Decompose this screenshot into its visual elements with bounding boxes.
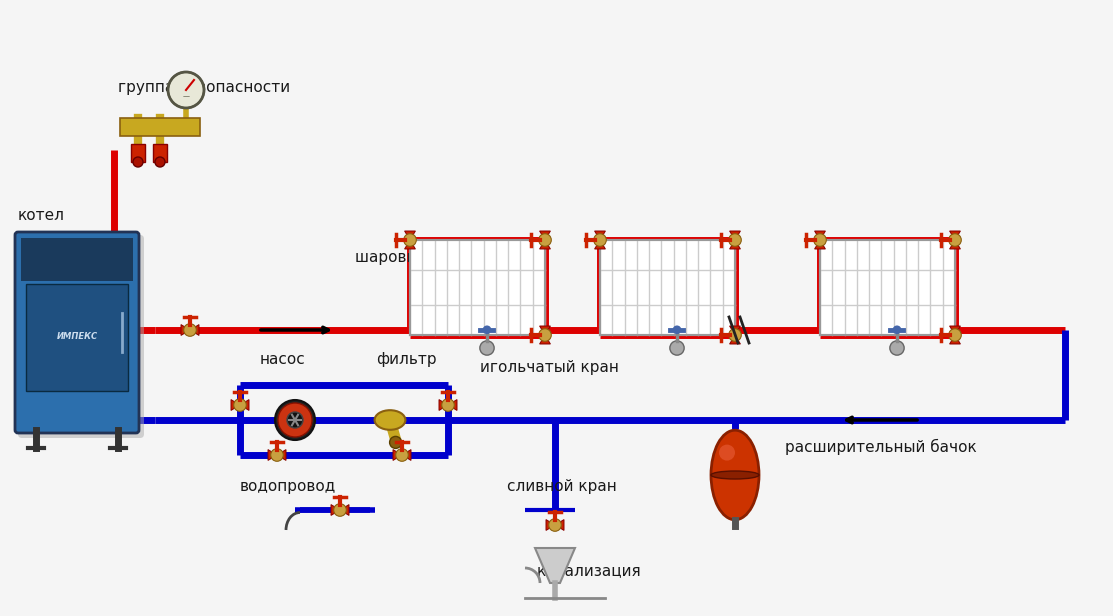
Circle shape bbox=[334, 504, 346, 516]
Circle shape bbox=[539, 329, 551, 341]
Polygon shape bbox=[594, 240, 605, 249]
Polygon shape bbox=[815, 240, 826, 249]
Circle shape bbox=[483, 326, 491, 333]
Bar bbox=[410, 240, 545, 335]
Circle shape bbox=[270, 448, 284, 461]
Polygon shape bbox=[405, 240, 415, 249]
Polygon shape bbox=[268, 450, 277, 460]
Circle shape bbox=[278, 403, 312, 437]
Circle shape bbox=[442, 399, 454, 411]
Bar bbox=[820, 240, 955, 335]
Text: группа безопасности: группа безопасности bbox=[118, 79, 290, 95]
Bar bbox=[120, 118, 200, 136]
Text: расширительный бачок: расширительный бачок bbox=[785, 439, 977, 455]
Polygon shape bbox=[181, 325, 190, 335]
Bar bbox=[21, 238, 132, 281]
Circle shape bbox=[390, 436, 402, 448]
Circle shape bbox=[539, 233, 551, 246]
Circle shape bbox=[275, 400, 315, 440]
Polygon shape bbox=[546, 520, 555, 530]
Circle shape bbox=[549, 519, 561, 531]
Circle shape bbox=[673, 326, 681, 333]
Circle shape bbox=[894, 326, 900, 333]
Circle shape bbox=[480, 341, 494, 355]
Circle shape bbox=[287, 412, 303, 428]
Ellipse shape bbox=[711, 430, 759, 520]
Polygon shape bbox=[240, 400, 249, 410]
Circle shape bbox=[814, 233, 826, 246]
Circle shape bbox=[729, 329, 741, 341]
Text: сливной кран: сливной кран bbox=[508, 479, 617, 494]
Polygon shape bbox=[402, 450, 411, 460]
Text: водопровод: водопровод bbox=[240, 479, 336, 494]
Polygon shape bbox=[190, 325, 199, 335]
Polygon shape bbox=[730, 240, 740, 249]
Circle shape bbox=[948, 329, 962, 341]
Bar bbox=[600, 240, 735, 335]
Polygon shape bbox=[331, 505, 339, 516]
Circle shape bbox=[948, 233, 962, 246]
Polygon shape bbox=[730, 335, 740, 344]
Text: канализация: канализация bbox=[536, 563, 641, 578]
Text: насос: насос bbox=[260, 352, 306, 367]
Text: котел: котел bbox=[18, 208, 65, 223]
Bar bbox=[131, 144, 145, 162]
Polygon shape bbox=[535, 548, 575, 583]
Circle shape bbox=[670, 341, 684, 355]
Circle shape bbox=[132, 157, 142, 167]
Polygon shape bbox=[540, 240, 551, 249]
Circle shape bbox=[729, 233, 741, 246]
Circle shape bbox=[184, 323, 196, 336]
Polygon shape bbox=[815, 231, 826, 240]
Polygon shape bbox=[339, 505, 349, 516]
Polygon shape bbox=[277, 450, 286, 460]
Ellipse shape bbox=[375, 410, 405, 430]
Polygon shape bbox=[393, 450, 402, 460]
Text: —: — bbox=[183, 93, 189, 99]
Polygon shape bbox=[540, 231, 551, 240]
Polygon shape bbox=[405, 231, 415, 240]
Circle shape bbox=[234, 399, 246, 411]
Circle shape bbox=[890, 341, 904, 355]
Polygon shape bbox=[439, 400, 449, 410]
Polygon shape bbox=[540, 335, 551, 344]
Text: фильтр: фильтр bbox=[376, 352, 436, 367]
Polygon shape bbox=[594, 231, 605, 240]
Circle shape bbox=[396, 448, 408, 461]
Circle shape bbox=[593, 233, 607, 246]
Polygon shape bbox=[949, 326, 961, 335]
Ellipse shape bbox=[719, 445, 735, 461]
Bar bbox=[152, 144, 167, 162]
Circle shape bbox=[404, 233, 416, 246]
Polygon shape bbox=[949, 231, 961, 240]
Polygon shape bbox=[730, 326, 740, 335]
Polygon shape bbox=[949, 240, 961, 249]
Text: шаровый кран: шаровый кран bbox=[355, 250, 472, 265]
Polygon shape bbox=[232, 400, 240, 410]
Polygon shape bbox=[730, 231, 740, 240]
Polygon shape bbox=[449, 400, 457, 410]
Polygon shape bbox=[540, 326, 551, 335]
Text: ИМПЕКС: ИМПЕКС bbox=[57, 332, 98, 341]
FancyBboxPatch shape bbox=[14, 232, 139, 433]
Circle shape bbox=[155, 157, 165, 167]
Circle shape bbox=[168, 72, 204, 108]
Bar bbox=[26, 284, 128, 391]
Polygon shape bbox=[949, 335, 961, 344]
Ellipse shape bbox=[711, 471, 759, 479]
Polygon shape bbox=[555, 520, 564, 530]
Text: игольчатый кран: игольчатый кран bbox=[480, 360, 619, 375]
Text: радиатор: радиатор bbox=[465, 250, 542, 265]
FancyBboxPatch shape bbox=[18, 235, 144, 438]
